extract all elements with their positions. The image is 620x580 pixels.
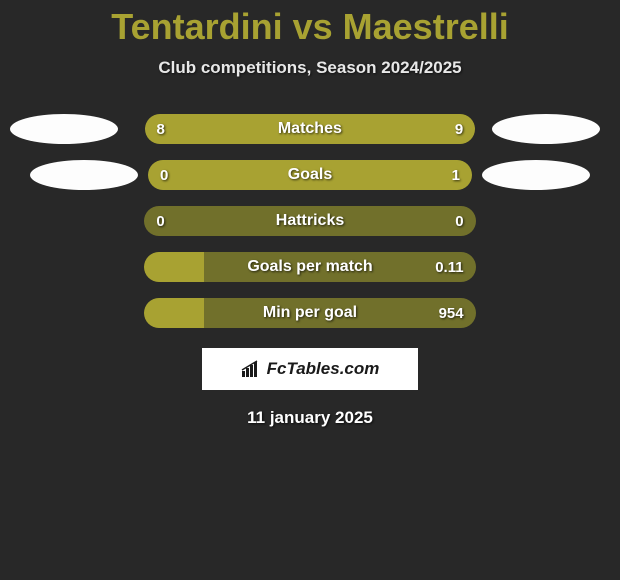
team-swatch-left — [10, 114, 118, 144]
comparison-rows: 8Matches90Goals10Hattricks0Goals per mat… — [0, 106, 620, 336]
swatch-slot-right — [486, 298, 620, 328]
stat-bar: 0Goals1 — [148, 160, 472, 190]
swatch-slot-left — [0, 206, 134, 236]
stat-value-right: 954 — [439, 298, 464, 328]
stat-label: Goals per match — [144, 252, 475, 282]
team-swatch-right — [482, 160, 590, 190]
subtitle: Club competitions, Season 2024/2025 — [0, 58, 620, 78]
swatch-slot-left — [0, 298, 134, 328]
swatch-slot-right — [485, 114, 620, 144]
swatch-spacer — [512, 206, 620, 236]
stat-label: Min per goal — [144, 298, 475, 328]
stat-value-right: 0 — [455, 206, 463, 236]
stat-label: Goals — [148, 160, 472, 190]
stat-bar: 8Matches9 — [145, 114, 476, 144]
stat-row: 8Matches9 — [0, 106, 620, 152]
stat-label: Matches — [145, 114, 476, 144]
swatch-slot-right — [486, 252, 620, 282]
stat-bar: 0Hattricks0 — [144, 206, 475, 236]
stat-row: Min per goal954 — [0, 290, 620, 336]
page-title: Tentardini vs Maestrelli — [0, 6, 620, 48]
stat-bar: Min per goal954 — [144, 298, 475, 328]
swatch-spacer — [0, 206, 108, 236]
logo-box: FcTables.com — [202, 348, 418, 390]
swatch-spacer — [512, 252, 620, 282]
swatch-slot-left — [0, 252, 134, 282]
stat-row: Goals per match0.11 — [0, 244, 620, 290]
swatch-slot-right — [482, 160, 620, 190]
team-swatch-right — [492, 114, 600, 144]
team-swatch-left — [30, 160, 138, 190]
stat-row: 0Goals1 — [0, 152, 620, 198]
stat-label: Hattricks — [144, 206, 475, 236]
date: 11 january 2025 — [0, 408, 620, 428]
stat-row: 0Hattricks0 — [0, 198, 620, 244]
stat-value-right: 9 — [455, 114, 463, 144]
swatch-slot-left — [0, 114, 135, 144]
stat-value-right: 1 — [452, 160, 460, 190]
swatch-spacer — [512, 298, 620, 328]
logo-text: FcTables.com — [267, 359, 380, 379]
swatch-slot-right — [486, 206, 620, 236]
swatch-spacer — [0, 298, 108, 328]
bar-chart-icon — [241, 360, 263, 378]
stat-bar: Goals per match0.11 — [144, 252, 475, 282]
swatch-slot-left — [0, 160, 138, 190]
stat-value-right: 0.11 — [435, 252, 463, 282]
swatch-spacer — [0, 252, 108, 282]
